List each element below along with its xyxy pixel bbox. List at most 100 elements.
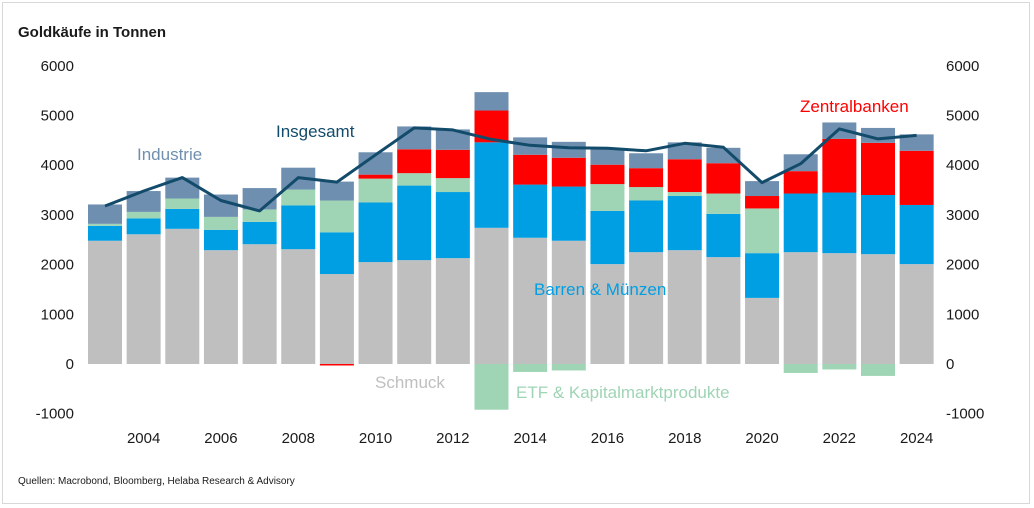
bar-barren-m-nzen-2024 <box>899 204 934 265</box>
x-tick-label: 2018 <box>668 430 701 447</box>
bar-industrie-2009 <box>319 181 354 201</box>
x-tick-label: 2012 <box>436 430 469 447</box>
bar-industrie-2004 <box>126 191 161 212</box>
bar-etf-kapitalmarktprodukte-2012 <box>435 178 470 193</box>
bar-schmuck-2018 <box>667 250 702 364</box>
bar-industrie-2015 <box>551 141 586 158</box>
y-axis-right: -1000 0 1000 2000 3000 4000 5000 6000 <box>946 58 984 423</box>
bar-barren-m-nzen-2015 <box>551 186 586 241</box>
bar-etf-kapitalmarktprodukte-2022 <box>822 364 857 370</box>
bar-barren-m-nzen-2003 <box>88 225 122 241</box>
bar-schmuck-2020 <box>745 297 780 364</box>
bar-barren-m-nzen-2022 <box>822 192 857 254</box>
bar-schmuck-2015 <box>551 240 586 364</box>
bar-barren-m-nzen-2021 <box>783 193 818 253</box>
annotation-schmuck: Schmuck <box>375 373 445 392</box>
x-tick-label: 2022 <box>823 430 856 447</box>
bar-schmuck-2003 <box>88 240 122 364</box>
annotation-zentralbanken: Zentralbanken <box>800 97 909 116</box>
bar-zentralbanken-2015 <box>551 157 586 187</box>
annotation-etf-kapitalmarktprodukte: ETF & Kapitalmarktprodukte <box>516 383 730 402</box>
bar-schmuck-2009 <box>319 274 354 364</box>
bar-etf-kapitalmarktprodukte-2003 <box>88 223 122 226</box>
bar-schmuck-2013 <box>474 227 509 364</box>
y-tick-right: 2000 <box>946 257 979 274</box>
bar-barren-m-nzen-2006 <box>203 229 238 251</box>
bar-etf-kapitalmarktprodukte-2018 <box>667 192 702 197</box>
y-tick-left: 6000 <box>41 58 74 75</box>
bar-etf-kapitalmarktprodukte-2010 <box>358 178 393 203</box>
bar-etf-kapitalmarktprodukte-2007 <box>242 209 277 222</box>
y-tick-right: 0 <box>946 356 954 373</box>
bar-industrie-2018 <box>667 142 702 160</box>
bar-schmuck-2017 <box>629 252 664 364</box>
bar-etf-kapitalmarktprodukte-2016 <box>590 184 625 211</box>
bar-etf-kapitalmarktprodukte-2006 <box>203 216 238 230</box>
bar-schmuck-2006 <box>203 250 238 364</box>
bar-schmuck-2014 <box>513 237 548 364</box>
y-tick-left: -1000 <box>36 406 74 423</box>
bar-industrie-2013 <box>474 92 509 111</box>
bar-schmuck-2019 <box>706 257 741 364</box>
bar-zentralbanken-2023 <box>861 142 895 196</box>
bar-zentralbanken-2017 <box>629 168 664 188</box>
bar-etf-kapitalmarktprodukte-2009 <box>319 200 354 233</box>
x-tick-label: 2020 <box>745 430 778 447</box>
bar-schmuck-2011 <box>397 260 432 364</box>
bar-zentralbanken-2018 <box>667 159 702 193</box>
bar-schmuck-2012 <box>435 258 470 364</box>
y-tick-left: 1000 <box>41 306 74 323</box>
bar-barren-m-nzen-2018 <box>667 196 702 251</box>
y-tick-right: 1000 <box>946 306 979 323</box>
bar-etf-kapitalmarktprodukte-2014 <box>513 364 548 372</box>
bar-etf-kapitalmarktprodukte-2020 <box>745 208 780 254</box>
bar-etf-kapitalmarktprodukte-2004 <box>126 211 161 219</box>
bar-barren-m-nzen-2017 <box>629 200 664 253</box>
annotation-insgesamt: Insgesamt <box>276 122 355 141</box>
bar-schmuck-2024 <box>899 264 934 364</box>
bar-schmuck-2010 <box>358 262 393 364</box>
x-tick-label: 2024 <box>900 430 933 447</box>
bar-zentralbanken-2021 <box>783 171 818 194</box>
bar-schmuck-2008 <box>281 249 316 364</box>
bar-barren-m-nzen-2016 <box>590 210 625 265</box>
chart-title: Goldkäufe in Tonnen <box>18 24 167 41</box>
x-axis: 2004 2006 2008 2010 2012 2014 2016 2018 2020 2022… <box>127 430 933 447</box>
bar-zentralbanken-2012 <box>435 149 470 179</box>
bar-industrie-2020 <box>745 181 780 197</box>
bar-barren-m-nzen-2014 <box>513 184 548 238</box>
bar-schmuck-2022 <box>822 253 857 364</box>
y-tick-right: 5000 <box>946 108 979 125</box>
bar-schmuck-2023 <box>861 254 895 364</box>
bar-etf-kapitalmarktprodukte-2008 <box>281 189 316 206</box>
bar-etf-kapitalmarktprodukte-2011 <box>397 173 432 186</box>
y-tick-left: 2000 <box>41 257 74 274</box>
line-insgesamt <box>104 126 917 213</box>
bar-industrie-2017 <box>629 153 664 169</box>
bar-etf-kapitalmarktprodukte-2017 <box>629 187 664 201</box>
bar-schmuck-2007 <box>242 244 277 364</box>
bar-schmuck-2016 <box>590 264 625 364</box>
bar-barren-m-nzen-2004 <box>126 218 161 235</box>
annotation-barren-m-nzen: Barren & Münzen <box>534 280 666 299</box>
bar-barren-m-nzen-2011 <box>397 185 432 261</box>
x-tick-label: 2004 <box>127 430 160 447</box>
bar-zentralbanken-2019 <box>706 163 741 194</box>
bar-barren-m-nzen-2005 <box>165 208 200 229</box>
bar-barren-m-nzen-2012 <box>435 192 470 259</box>
bar-etf-kapitalmarktprodukte-2023 <box>861 364 895 376</box>
bar-etf-kapitalmarktprodukte-2015 <box>551 364 586 371</box>
y-tick-right: 4000 <box>946 157 979 174</box>
bar-zentralbanken-2020 <box>745 196 780 209</box>
bar-industrie-2016 <box>590 148 625 165</box>
bars-layer <box>88 92 934 410</box>
line-layer <box>104 126 917 213</box>
bar-industrie-2019 <box>706 147 741 164</box>
bar-barren-m-nzen-2010 <box>358 202 393 263</box>
bar-barren-m-nzen-2020 <box>745 253 780 298</box>
y-tick-left: 4000 <box>41 157 74 174</box>
bar-industrie-2010 <box>358 152 393 175</box>
bar-barren-m-nzen-2008 <box>281 205 316 250</box>
bar-barren-m-nzen-2007 <box>242 221 277 245</box>
